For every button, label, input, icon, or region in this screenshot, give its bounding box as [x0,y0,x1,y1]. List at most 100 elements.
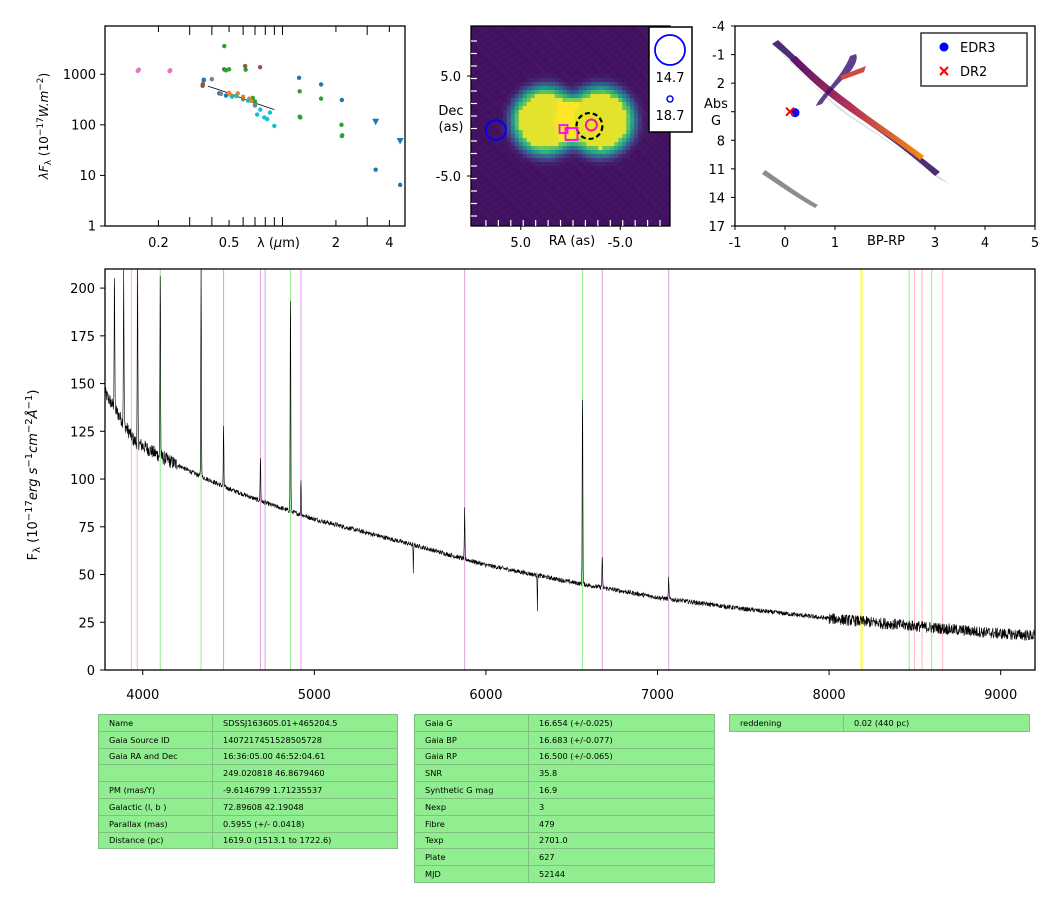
image-pixel [494,66,500,71]
image-pixel [606,78,611,83]
image-pixel [494,214,500,219]
image-pixel [638,58,643,63]
image-pixel [510,106,516,111]
image-pixel [518,26,524,31]
image-pixel [482,126,488,131]
image-pixel [594,46,599,51]
image-pixel [626,50,631,55]
image-pixel [626,54,631,59]
image-pixel [522,222,528,226]
image-pixel [498,38,504,43]
image-pixel [550,62,555,67]
spectrum-xtick-label: 7000 [641,688,674,703]
image-pixel [530,78,535,83]
sed-point [243,67,248,72]
image-pixel [502,50,508,55]
image-pixel [490,174,496,179]
image-pixel [638,38,643,43]
image-pixel [602,82,607,87]
image-pixel [498,134,504,139]
image-pixel [550,82,555,87]
image-pixel [630,110,635,115]
image-pixel [506,170,512,175]
image-pixel [634,142,639,147]
image-pixel [514,202,520,207]
image-pixel [586,206,591,211]
image-pixel [538,110,543,115]
image-pixel [586,70,591,75]
image-pixel [630,210,635,215]
image-pixel [586,174,591,179]
image-pixel [650,194,655,199]
image-pixel [650,218,655,223]
hrd-ytick-label: 14 [708,191,725,206]
image-pixel [506,162,512,167]
image-pixel [610,102,615,107]
image-pixel [574,170,579,175]
image-pixel [474,154,480,159]
image-pixel [642,198,647,203]
image-pixel [646,186,651,191]
image-pixel [658,134,663,139]
image-pixel [546,42,551,47]
image-pixel [586,142,591,147]
image-pixel [546,126,551,131]
image-pixel [630,82,635,87]
image-pixel [478,158,484,163]
image-pixel [630,70,635,75]
image-ticks: 5.0 -5.05.0-5.0 [436,40,661,251]
image-pixel [570,30,575,35]
spectrum-xtick-label: 8000 [813,688,846,703]
image-pixel [638,218,643,223]
sed-point [297,89,302,94]
image-pixel [558,198,563,203]
image-pixel [566,190,571,195]
image-pixel [614,58,619,63]
image-pixel [506,182,512,187]
image-pixel [590,26,595,31]
image-pixel [638,42,643,47]
image-pixel [510,182,516,187]
image-pixel [518,38,524,43]
image-pixel [574,214,579,219]
image-pixel [471,222,476,226]
image-pixel [630,178,635,183]
image-pixel [546,150,551,155]
image-pixel [494,218,500,223]
image-pixel [490,66,496,71]
image-pixel [522,66,528,71]
image-pixel [506,26,512,31]
image-pixel [526,90,531,95]
image-pixel [570,206,575,211]
image-pixel [586,42,591,47]
image-pixel [486,58,492,63]
image-pixel [514,34,520,39]
image-pixel [550,46,555,51]
image-pixel [490,154,496,159]
image-pixel [502,102,508,107]
image-pixel [590,158,595,163]
image-pixel [486,206,492,211]
image-pixel [530,62,535,67]
image-pixel [542,118,547,123]
image-pixel [510,86,516,91]
image-pixel [486,110,492,115]
image-pixel [526,122,531,127]
image-pixel [578,78,583,83]
image-pixel [654,158,659,163]
image-pixel [602,114,607,119]
image-pixel [630,138,635,143]
image-pixel [658,194,663,199]
image-pixel [538,130,543,135]
image-pixel [502,174,508,179]
image-pixel [494,158,500,163]
image-pixel [594,54,599,59]
image-pixel [614,66,619,71]
image-pixel [638,150,643,155]
image-pixel [514,66,520,71]
image-pixel [618,90,623,95]
image-pixel [646,190,651,195]
image-pixel [566,182,571,187]
image-pixel [534,46,539,51]
image-pixel [574,30,579,35]
